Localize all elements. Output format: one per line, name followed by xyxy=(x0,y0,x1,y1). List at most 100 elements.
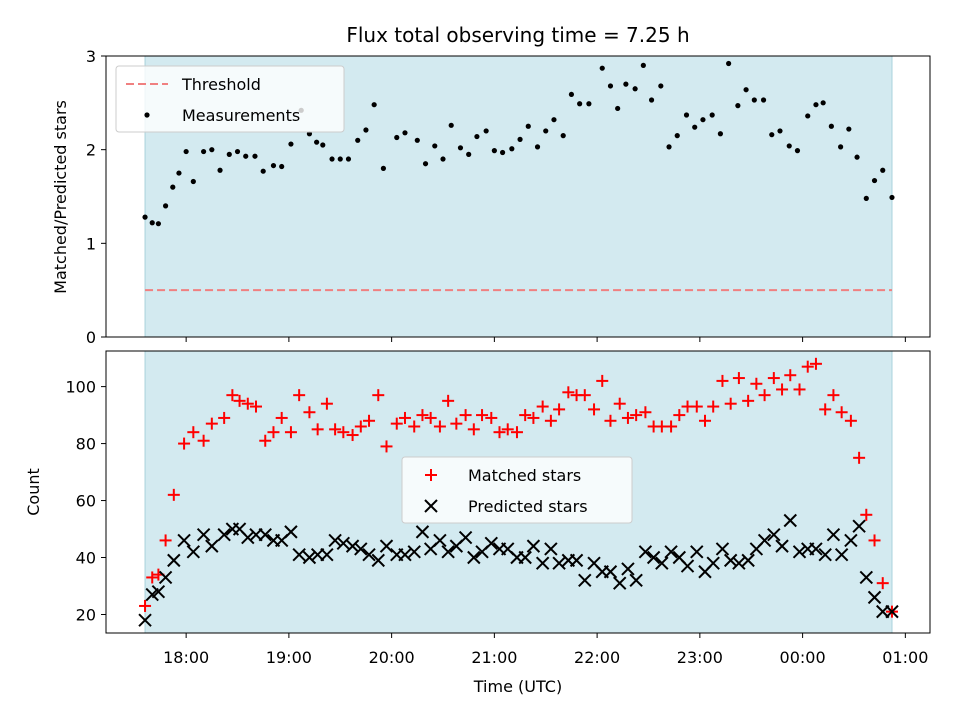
matched-star-point xyxy=(501,423,514,436)
measurement-point xyxy=(880,167,886,173)
bottom-x-tick-label: 22:00 xyxy=(574,648,620,667)
matched-star-point xyxy=(544,414,557,427)
matched-star-point xyxy=(690,400,703,413)
bottom-plot-frame xyxy=(105,350,931,634)
predicted-star-point xyxy=(398,547,412,562)
predicted-star-point xyxy=(415,525,430,539)
measurement-point xyxy=(483,128,489,134)
top-y-tick-label: 1 xyxy=(86,234,96,253)
matched-star-point xyxy=(233,394,246,407)
measurement-point xyxy=(380,165,387,171)
predicted-star-point xyxy=(732,556,746,570)
matched-star-point xyxy=(337,426,350,439)
measurement-point xyxy=(648,97,655,103)
measurement-point xyxy=(190,178,196,185)
legend-predicted-swatch xyxy=(424,499,438,513)
measurement-point xyxy=(615,105,621,112)
predicted-star-point xyxy=(336,536,351,550)
matched-star-point xyxy=(250,400,263,413)
measurement-point xyxy=(820,100,826,106)
predicted-star-point xyxy=(241,530,255,545)
matched-star-point xyxy=(519,409,532,422)
matched-star-point xyxy=(868,534,881,547)
measurement-point xyxy=(355,137,361,143)
predicted-star-point xyxy=(638,545,653,559)
measurement-point xyxy=(640,62,646,68)
measurement-point xyxy=(394,134,400,141)
predicted-star-point xyxy=(535,556,550,570)
legend-predicted-label: Predicted stars xyxy=(468,497,588,516)
matched-star-point xyxy=(167,488,180,501)
measurement-point xyxy=(726,60,732,67)
measurement-point xyxy=(786,143,792,149)
measurement-point xyxy=(794,148,801,154)
predicted-star-point xyxy=(217,528,231,542)
matched-star-point xyxy=(827,389,840,402)
measurement-point xyxy=(854,154,860,160)
measurement-point xyxy=(226,151,232,157)
matched-star-point xyxy=(442,394,455,407)
measurement-point xyxy=(525,123,531,129)
measurement-point xyxy=(632,86,638,92)
measurement-point xyxy=(828,123,834,129)
measurement-point xyxy=(700,117,706,123)
legend-measurements-label: Measurements xyxy=(182,106,300,125)
measurement-point xyxy=(371,102,377,108)
top-y-tick-label: 0 xyxy=(86,328,96,347)
matched-star-point xyxy=(275,411,288,424)
matched-star-point xyxy=(844,414,857,427)
measurement-point xyxy=(735,103,741,109)
predicted-star-point xyxy=(844,533,858,548)
measurement-point xyxy=(769,132,775,138)
bottom-x-tick-label: 01:00 xyxy=(882,648,928,667)
predicted-star-point xyxy=(646,550,661,565)
matched-star-point xyxy=(354,420,367,433)
measurement-point xyxy=(846,126,852,132)
measurement-point xyxy=(337,156,343,162)
matched-star-point xyxy=(596,374,609,387)
predicted-star-point xyxy=(544,542,558,556)
predicted-star-point xyxy=(345,539,360,553)
matched-star-point xyxy=(493,426,506,439)
measurement-point xyxy=(440,156,446,162)
measurement-point xyxy=(288,141,294,147)
predicted-star-point xyxy=(664,545,678,559)
top-panel: 0 1 2 3 Matched/Predicted stars Threshold M… xyxy=(51,47,931,347)
matched-star-point xyxy=(259,434,272,447)
matched-star-point xyxy=(416,409,429,422)
matched-star-point xyxy=(604,414,617,427)
predicted-star-point xyxy=(578,573,592,588)
measurement-point xyxy=(432,143,438,149)
predicted-star-point xyxy=(526,539,541,553)
matched-star-point xyxy=(742,394,755,407)
matched-star-point xyxy=(398,411,411,424)
bottom-y-axis-label: Count xyxy=(24,468,43,516)
predicted-star-point xyxy=(680,559,695,573)
predicted-star-point xyxy=(284,525,298,539)
top-legend-box xyxy=(115,65,345,133)
matched-star-point xyxy=(363,414,376,427)
measurement-point xyxy=(534,144,541,150)
bottom-x-tick-label: 18:00 xyxy=(163,648,209,667)
legend-threshold-label: Threshold xyxy=(181,75,261,94)
predicted-star-point xyxy=(196,528,211,542)
predicted-star-point xyxy=(328,533,342,548)
legend-measurements-swatch xyxy=(144,112,150,118)
predicted-star-point xyxy=(186,545,201,559)
bottom-y-tick-label: 20 xyxy=(76,605,96,624)
matched-star-point xyxy=(380,440,393,453)
predicted-star-point xyxy=(690,545,704,559)
matched-star-point xyxy=(835,406,848,419)
bottom-x-axis-label: Time (UTC) xyxy=(473,677,562,696)
measurement-point xyxy=(183,148,189,155)
matched-star-point xyxy=(784,369,797,382)
measurement-point xyxy=(142,214,148,220)
matched-star-point xyxy=(673,409,686,422)
matched-star-point xyxy=(267,426,280,439)
predicted-star-point xyxy=(775,539,789,553)
measurement-point xyxy=(543,128,549,134)
top-plot-frame xyxy=(105,55,931,338)
predicted-star-point xyxy=(852,519,866,533)
measurement-point xyxy=(560,133,566,139)
